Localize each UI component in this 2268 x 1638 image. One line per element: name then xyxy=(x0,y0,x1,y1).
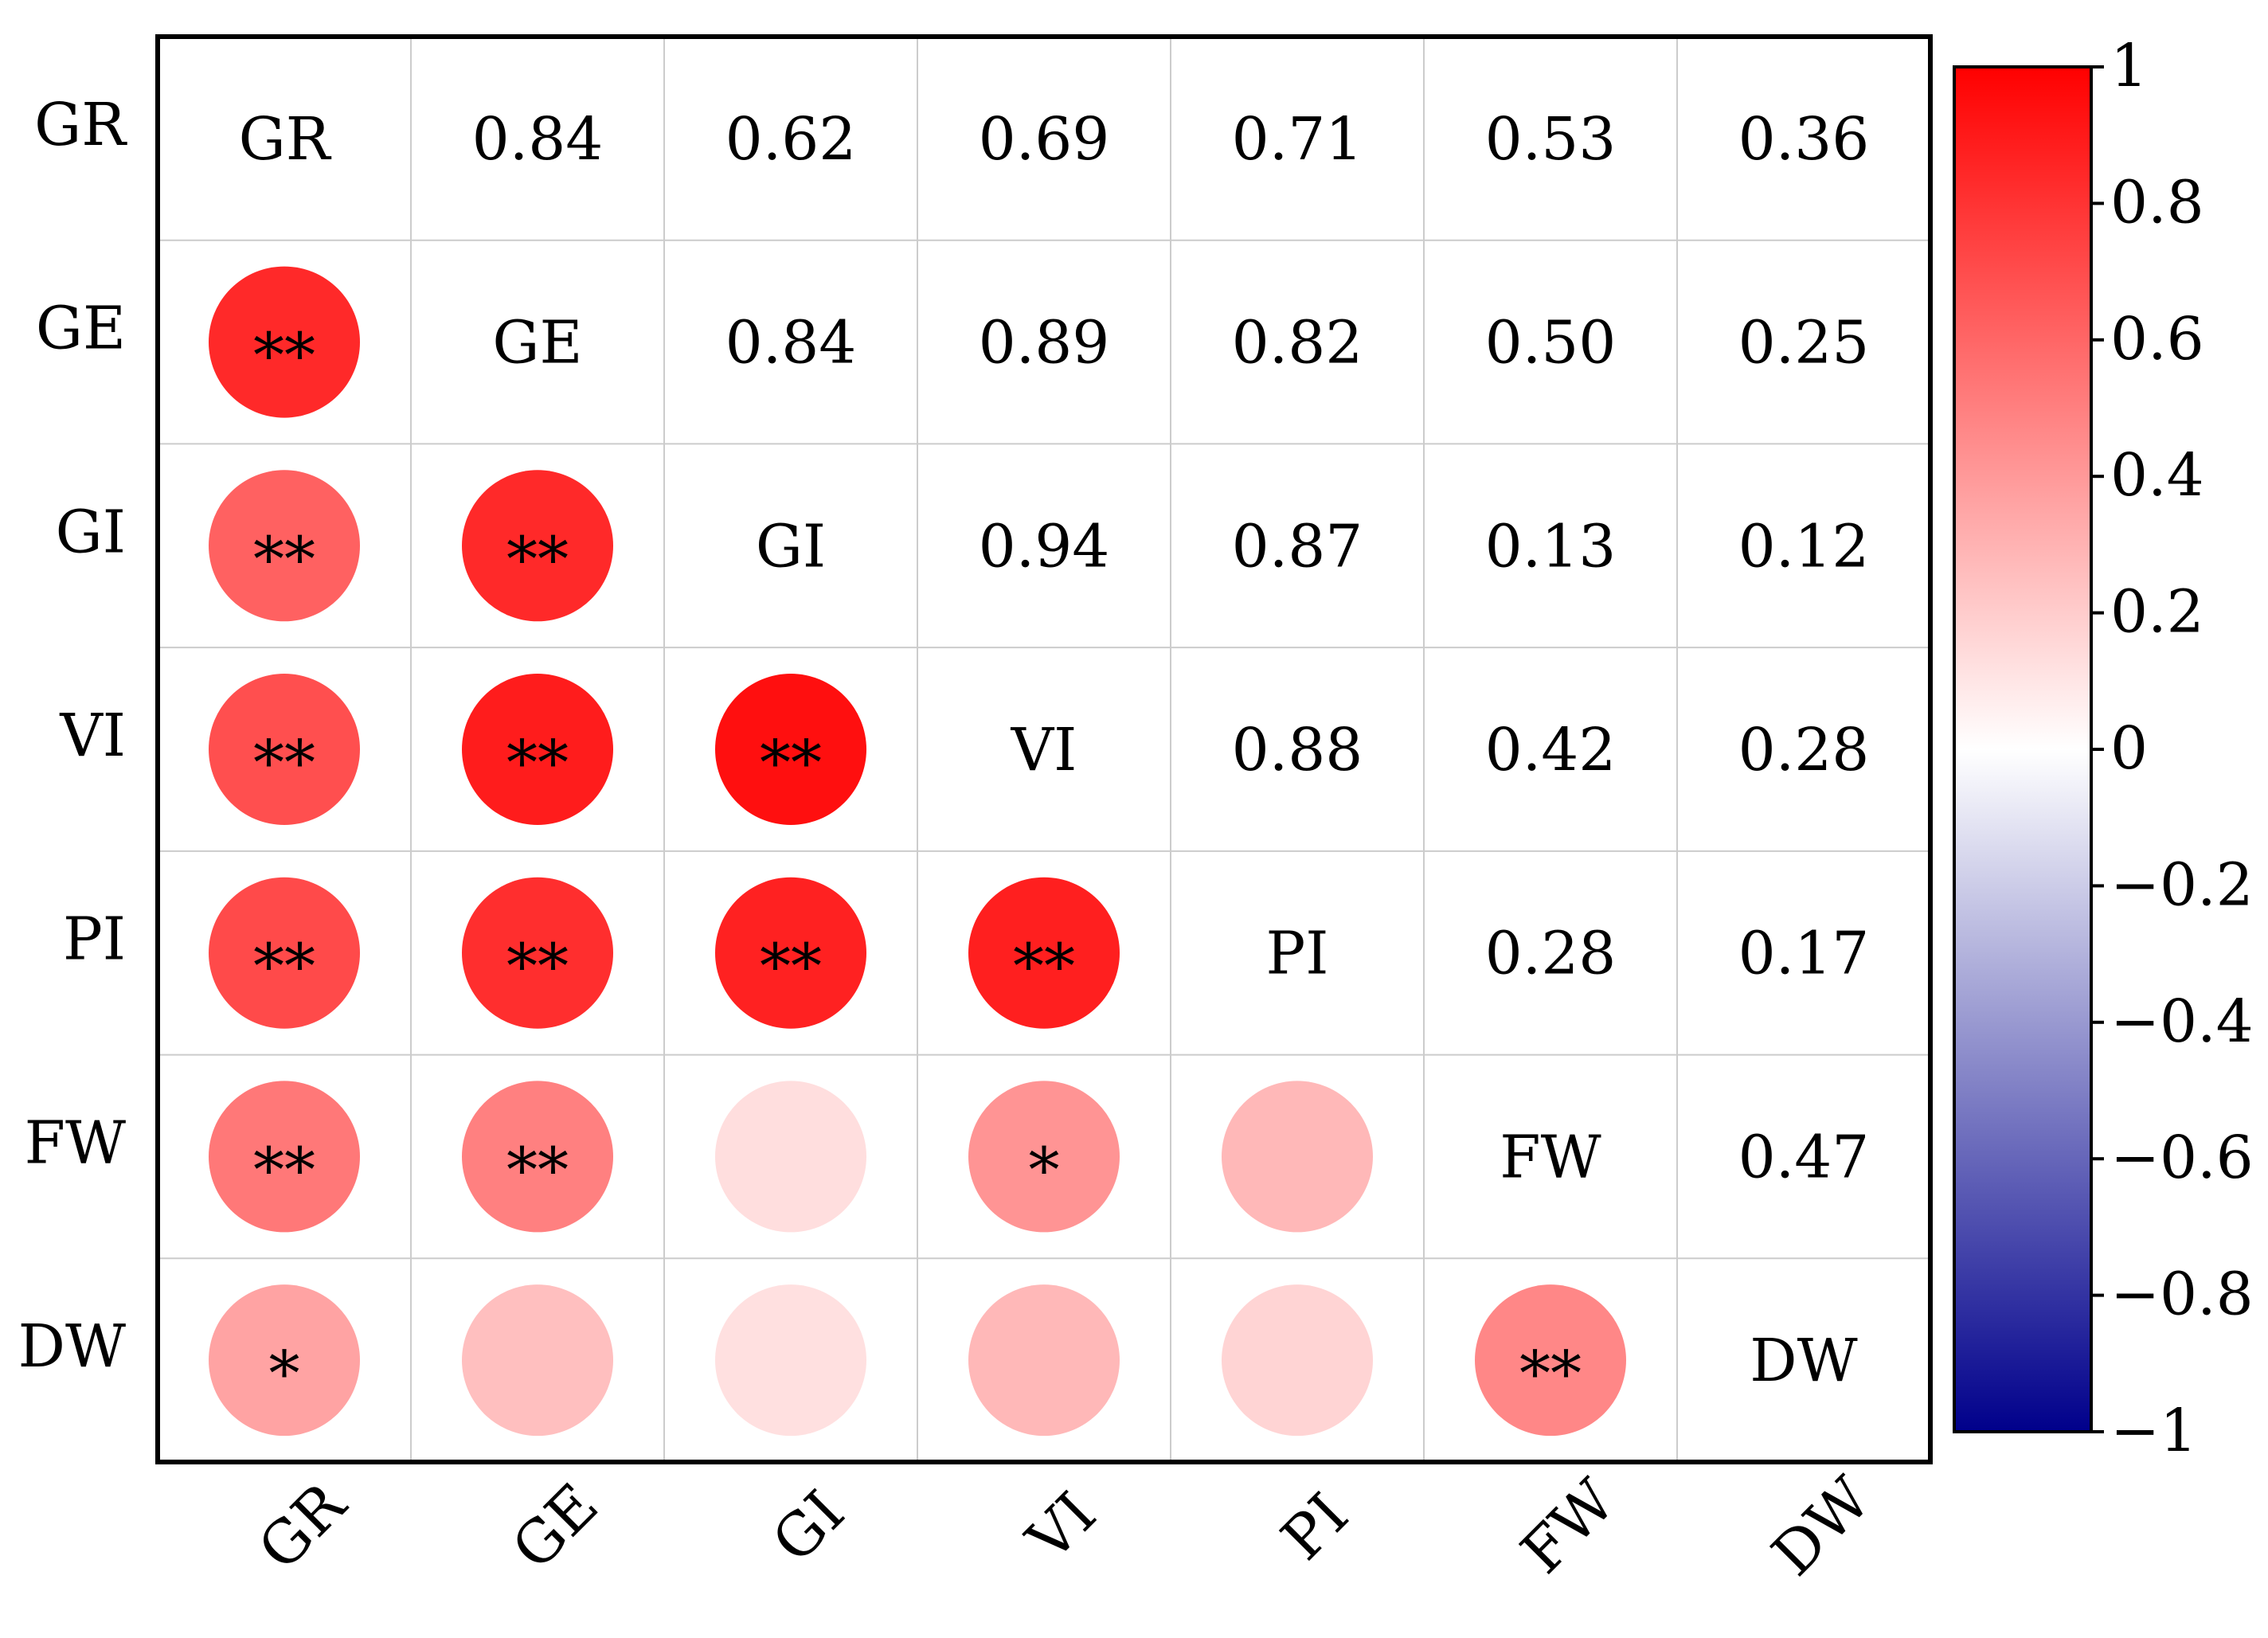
correlation-value: 0.47 xyxy=(1738,1123,1870,1191)
correlation-circle xyxy=(209,877,360,1029)
significance-marker: ** xyxy=(253,932,315,1003)
correlation-value: 0.84 xyxy=(472,105,604,174)
correlation-circle xyxy=(462,1284,613,1437)
row-labels: GR GE GI VI PI FW DW xyxy=(18,91,128,1381)
significance-marker: ** xyxy=(1013,932,1075,1003)
diagonal-label: DW xyxy=(1750,1327,1857,1395)
column-label: DW xyxy=(1759,1464,1884,1589)
significance-marker: * xyxy=(269,1339,300,1410)
correlation-value: 0.17 xyxy=(1738,920,1870,988)
column-label: PI xyxy=(1269,1480,1362,1573)
colorbar-tick-label: −0.6 xyxy=(2110,1124,2254,1192)
correlation-value: 0.88 xyxy=(1232,716,1363,784)
correlation-circle xyxy=(715,1081,866,1233)
correlation-circle xyxy=(462,877,613,1029)
colorbar-tick-label: −1 xyxy=(2110,1397,2197,1465)
colorbar-tick-label: 0.4 xyxy=(2110,441,2204,510)
column-label: GR xyxy=(245,1469,360,1584)
correlation-value: 0.28 xyxy=(1485,920,1617,988)
diagonal-label: GE xyxy=(492,309,582,377)
correlation-circle xyxy=(715,1284,866,1437)
correlation-circle xyxy=(209,1284,360,1437)
correlation-circle xyxy=(462,470,613,622)
column-label: GE xyxy=(499,1471,612,1583)
correlation-value: 0.28 xyxy=(1738,716,1870,784)
significance-marker: ** xyxy=(1519,1339,1582,1410)
significance-marker: ** xyxy=(253,728,315,799)
correlation-value: 0.69 xyxy=(979,105,1110,174)
correlation-circle xyxy=(968,1284,1120,1437)
colorbar-gradient xyxy=(1953,65,2093,1433)
colorbar-tick-label: 0.6 xyxy=(2110,305,2204,373)
colorbar-tick-label: 0.8 xyxy=(2110,168,2204,237)
row-label: GE xyxy=(36,295,126,363)
row-label: GI xyxy=(56,498,126,566)
correlation-value: 0.12 xyxy=(1738,512,1870,581)
colorbar-tick-label: 0.2 xyxy=(2110,578,2204,647)
correlation-value: 0.50 xyxy=(1485,309,1617,377)
correlation-circle xyxy=(968,1081,1120,1233)
significance-marker: ** xyxy=(506,728,569,799)
colorbar-tick-label: 0 xyxy=(2110,714,2148,783)
correlation-value: 0.89 xyxy=(979,309,1110,377)
row-label: DW xyxy=(18,1312,126,1381)
row-label: VI xyxy=(59,702,126,770)
correlation-circle xyxy=(462,1081,613,1233)
correlation-circle xyxy=(209,266,360,418)
correlation-value: 0.71 xyxy=(1232,105,1363,174)
diagonal-label: FW xyxy=(1500,1123,1601,1191)
significance-marker: ** xyxy=(253,524,315,596)
correlation-value: 0.87 xyxy=(1232,512,1363,581)
diagonal-label: PI xyxy=(1265,920,1328,988)
colorbar: 1 0.8 0.6 0.4 0.2 0 −0.2 −0.4 −0.6 −0.8 −1 xyxy=(1953,32,2254,1465)
correlation-value: 0.42 xyxy=(1485,716,1617,784)
correlation-circle xyxy=(209,674,360,825)
correlation-circle xyxy=(715,877,866,1029)
significance-marker: ** xyxy=(760,932,822,1003)
significance-marker: ** xyxy=(506,524,569,596)
row-label: GR xyxy=(34,91,127,159)
significance-marker: ** xyxy=(760,728,822,799)
grid-lines xyxy=(158,37,1930,1462)
correlation-circle xyxy=(1222,1284,1373,1437)
correlation-circle xyxy=(209,470,360,622)
column-label: FW xyxy=(1508,1467,1629,1587)
column-labels: GR GE GI VI PI FW DW xyxy=(245,1464,1883,1589)
correlation-value: 0.13 xyxy=(1485,512,1617,581)
diagonal-label: VI xyxy=(1011,716,1077,784)
correlation-value: 0.94 xyxy=(979,512,1110,581)
correlation-value: 0.25 xyxy=(1738,309,1870,377)
row-label: PI xyxy=(63,905,126,974)
correlation-circle xyxy=(209,1081,360,1233)
diagonal-label: GR xyxy=(239,105,332,174)
correlation-circle xyxy=(462,674,613,825)
row-label: FW xyxy=(25,1108,126,1177)
significance-marker: ** xyxy=(253,321,315,393)
colorbar-tick-label: −0.4 xyxy=(2110,987,2254,1056)
correlation-value: 0.53 xyxy=(1485,105,1617,174)
correlation-value: 0.62 xyxy=(725,105,857,174)
significance-marker: * xyxy=(1029,1135,1060,1206)
significance-marker: ** xyxy=(506,932,569,1003)
correlation-value: 0.84 xyxy=(725,309,857,377)
diagonal-label: GI xyxy=(756,512,826,581)
correlation-circle xyxy=(1222,1081,1373,1233)
column-label: GI xyxy=(760,1478,858,1576)
column-label: VI xyxy=(1014,1480,1109,1575)
correlation-value: 0.82 xyxy=(1232,309,1363,377)
matrix-frame xyxy=(155,34,1933,1464)
significance-marker: ** xyxy=(506,1135,569,1206)
colorbar-tick-label: −0.2 xyxy=(2110,850,2254,919)
significance-marker: ** xyxy=(253,1135,315,1206)
correlation-circle xyxy=(1475,1284,1626,1437)
correlation-circle xyxy=(715,674,866,825)
colorbar-tick-label: −0.8 xyxy=(2110,1261,2254,1329)
correlation-circle xyxy=(968,877,1120,1029)
matrix-cells: GR 0.84 0.62 0.69 0.71 0.53 0.36** GE 0.84 0.89 0.… xyxy=(209,105,1870,1437)
colorbar-tick-label: 1 xyxy=(2110,32,2148,100)
correlation-value: 0.36 xyxy=(1738,105,1870,174)
